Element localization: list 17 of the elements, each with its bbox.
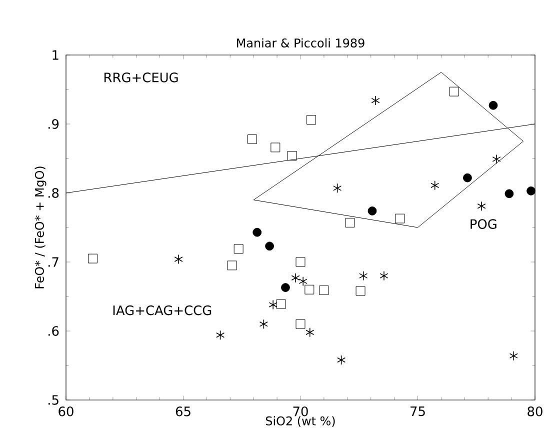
y-tick-label: 1	[52, 50, 58, 60]
y-tick-label: .7	[48, 257, 58, 267]
annotation: POG	[470, 219, 496, 229]
x-axis-title: SiO2 (wt %)	[266, 416, 335, 427]
y-tick-label: .6	[48, 326, 59, 336]
x-tick-label: 60	[58, 406, 74, 416]
chart-title: Maniar & Piccoli 1989	[237, 38, 364, 48]
y-tick-label: .5	[48, 395, 58, 405]
y-axis-title: FeO* / (FeO* + MgO)	[34, 166, 46, 288]
y-tick-label: .9	[48, 119, 59, 129]
x-tick-label: 70	[293, 406, 308, 416]
x-tick-label: 75	[410, 406, 425, 416]
y-tick-label: .8	[48, 188, 59, 198]
annotation: RRG+CEUG	[104, 72, 178, 82]
x-tick-label: 80	[528, 406, 542, 416]
annotation: IAG+CAG+CCG	[113, 305, 212, 316]
x-tick-label: 65	[176, 406, 190, 416]
